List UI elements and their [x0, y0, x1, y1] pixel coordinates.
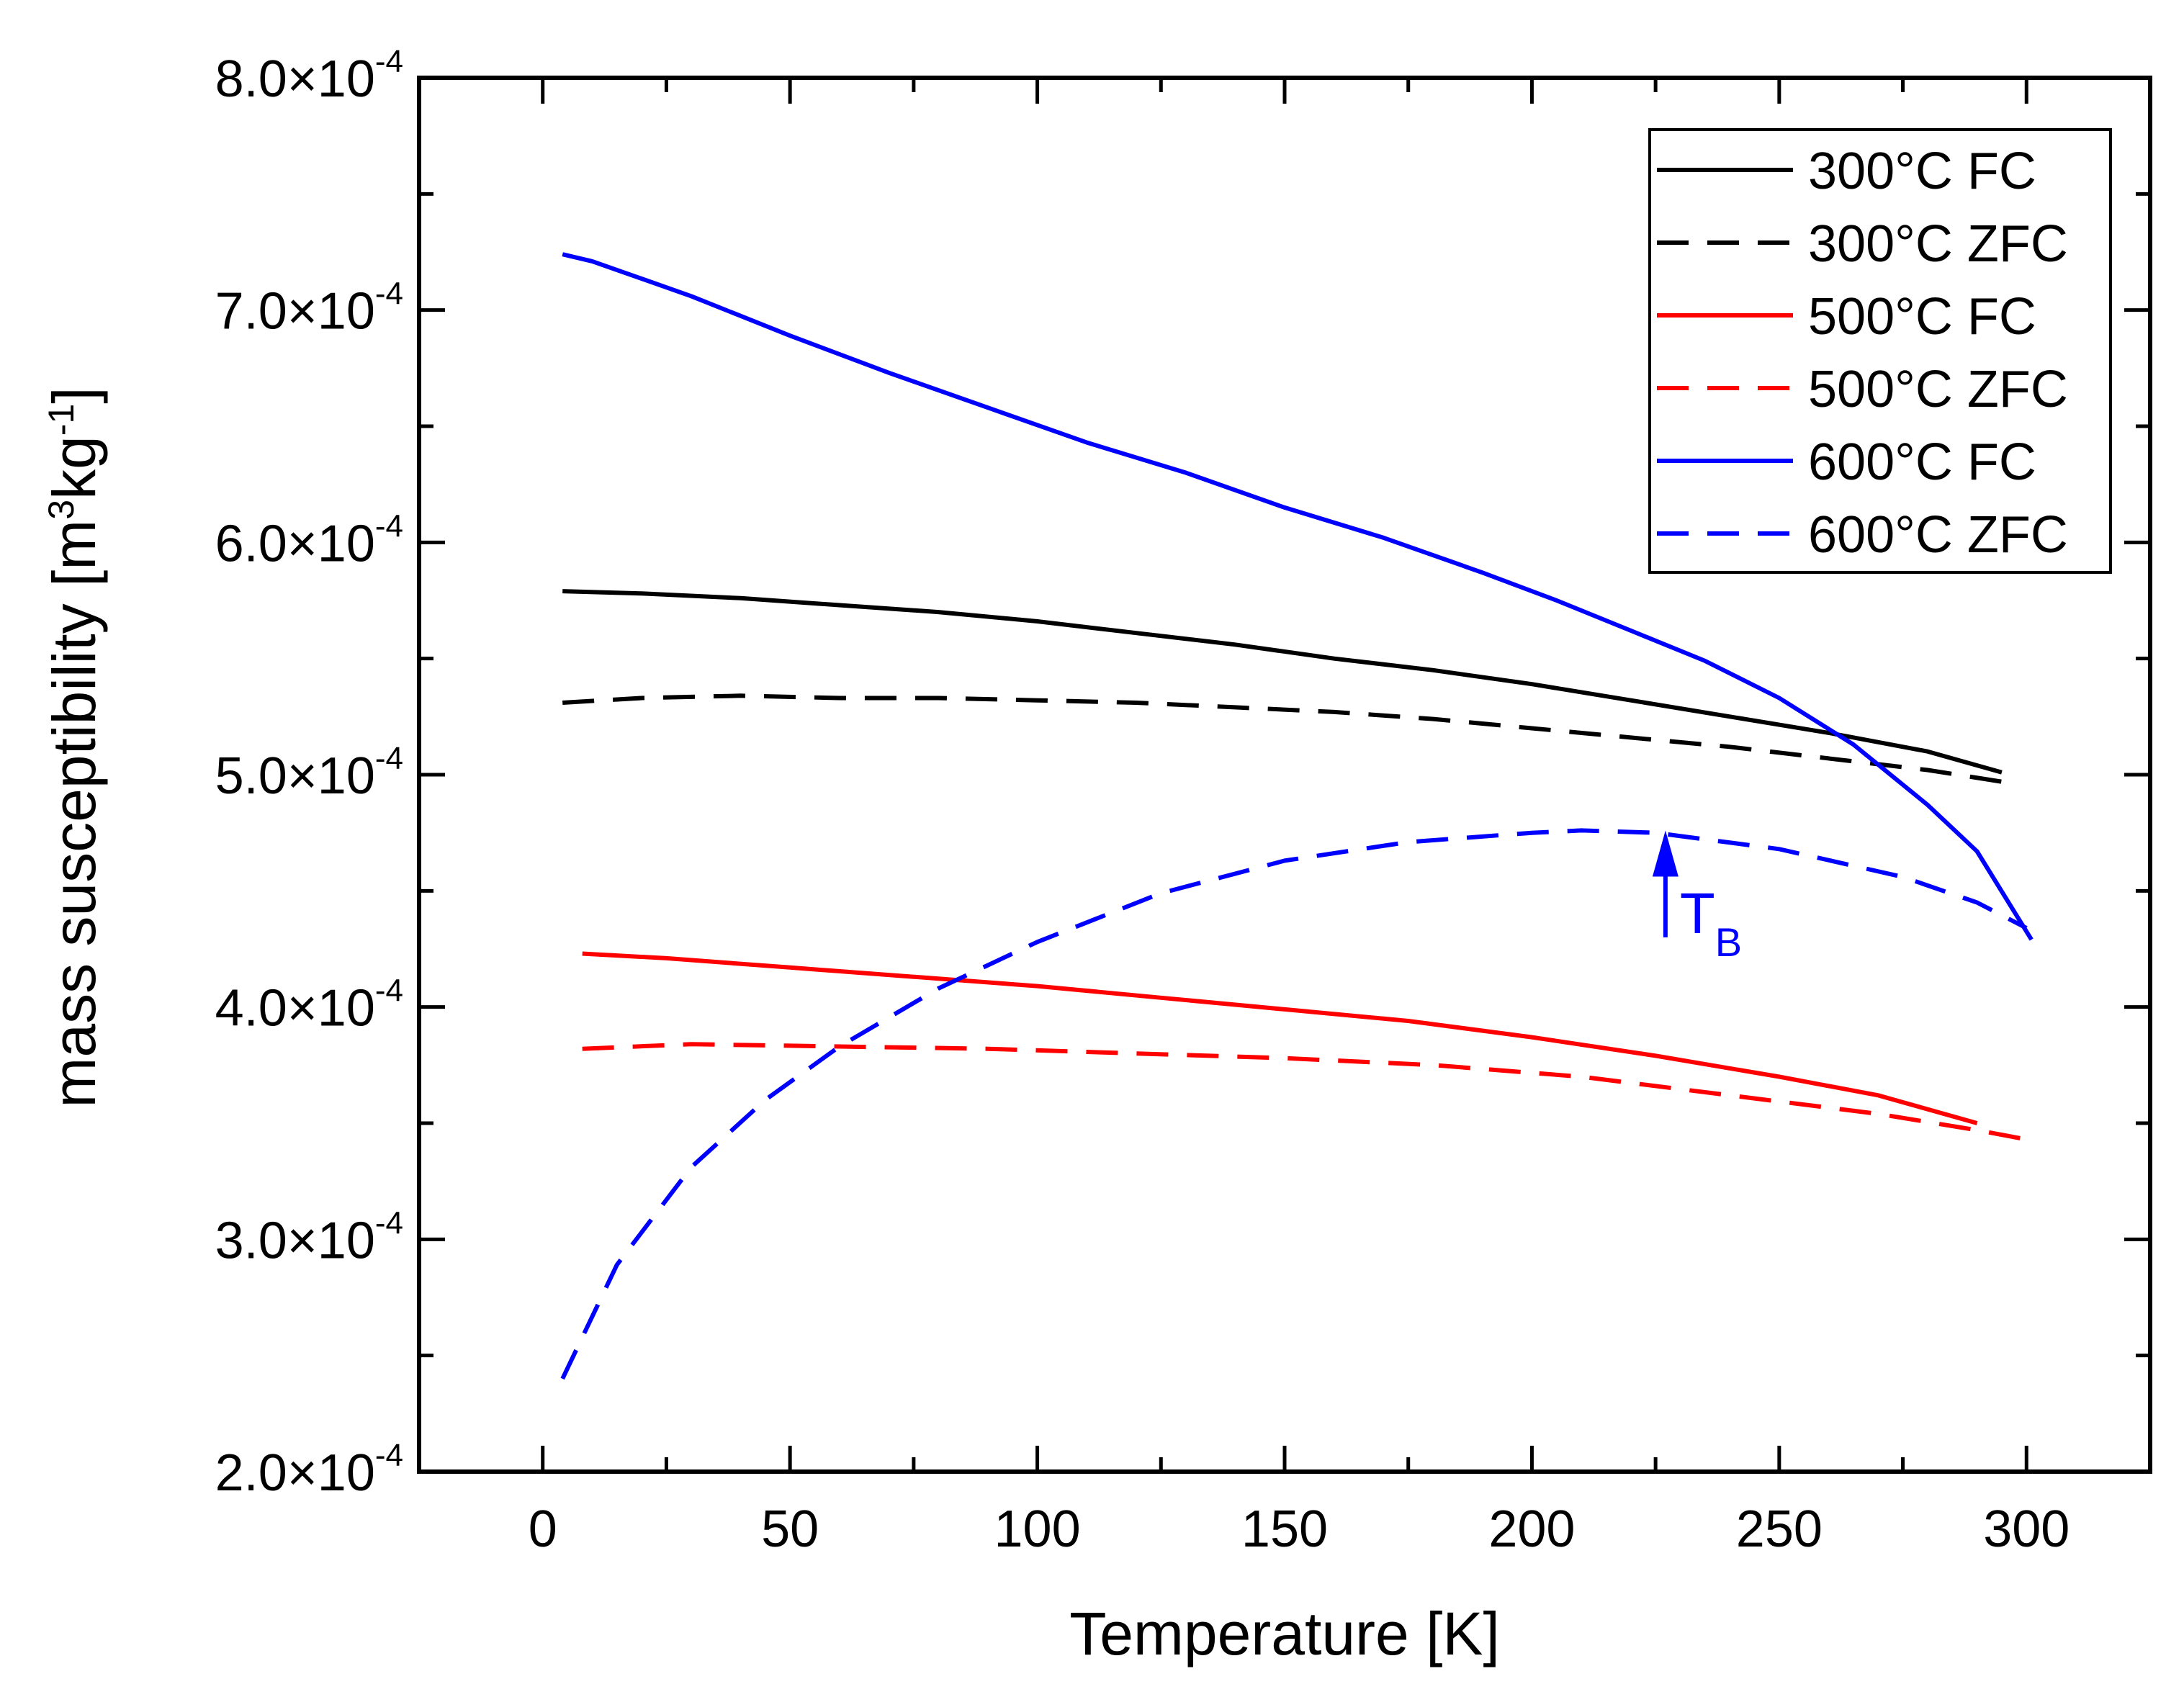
- y-tick-mantissa: 4.0×10: [215, 980, 375, 1037]
- y-tick-mantissa: 7.0×10: [215, 283, 375, 341]
- ticks-layer: [417, 76, 2152, 1474]
- x-tick-label: 300: [1983, 1500, 2070, 1558]
- y-tick-mantissa: 5.0×10: [215, 747, 375, 805]
- tb-label-sub: B: [1715, 919, 1742, 965]
- y-axis-title: mass susceptibility [m3kg-1]: [40, 387, 108, 1107]
- y-tick-label: 7.0×10-4: [215, 276, 403, 341]
- y-tick-exponent: -4: [375, 1438, 403, 1473]
- y-tick-labels: 2.0×10-43.0×10-44.0×10-45.0×10-46.0×10-4…: [215, 44, 403, 1502]
- y-tick-exponent: -4: [375, 44, 403, 79]
- legend-label-1: 300°C FC: [1808, 143, 2036, 200]
- x-tick-label: 250: [1736, 1500, 1823, 1558]
- legend: 300°C FC 300°C ZFC 500°C FC 500°C ZFC 600°C …: [1648, 128, 2112, 574]
- y-axis-title-sup1: 3: [41, 500, 81, 520]
- legend-label-2: 300°C ZFC: [1808, 215, 2068, 273]
- legend-label-6: 600°C ZFC: [1808, 506, 2068, 564]
- tb-label-main: T: [1680, 881, 1715, 945]
- y-tick-exponent: -4: [375, 508, 403, 544]
- tb-label: TB: [1680, 881, 1742, 965]
- x-tick-label: 100: [994, 1500, 1081, 1558]
- x-axis-title: Temperature [K]: [1069, 1600, 1500, 1667]
- y-tick-label: 8.0×10-4: [215, 44, 403, 108]
- y-tick-mantissa: 6.0×10: [215, 515, 375, 572]
- legend-label-4: 500°C ZFC: [1808, 361, 2068, 418]
- y-axis-title-post: ]: [40, 387, 108, 403]
- x-tick-label: 50: [761, 1500, 819, 1558]
- y-tick-exponent: -4: [375, 741, 403, 776]
- series-layer: [560, 252, 2034, 1380]
- x-tick-labels: 0 50 100 150 200 250 300: [529, 1500, 2070, 1558]
- y-tick-exponent: -4: [375, 276, 403, 312]
- y-tick-mantissa: 8.0×10: [215, 50, 375, 108]
- legend-label-3: 500°C FC: [1808, 288, 2036, 346]
- series-line-3: [582, 951, 1978, 1125]
- series-line-6: [560, 828, 2028, 1380]
- y-axis-title-sup2: -1: [41, 404, 81, 436]
- legend-label-5: 600°C FC: [1808, 433, 2036, 491]
- annotation-layer: TB: [1652, 830, 1742, 965]
- x-tick-label: 0: [529, 1500, 557, 1558]
- y-tick-label: 5.0×10-4: [215, 741, 403, 805]
- x-tick-label: 200: [1488, 1500, 1575, 1558]
- y-tick-mantissa: 2.0×10: [215, 1444, 375, 1502]
- legend-box: [1648, 128, 2112, 574]
- y-tick-label: 2.0×10-4: [215, 1438, 403, 1502]
- series-line-5: [562, 252, 2034, 941]
- y-tick-label: 6.0×10-4: [215, 508, 403, 572]
- tb-arrow-head: [1652, 830, 1679, 877]
- y-tick-exponent: -4: [375, 1205, 403, 1241]
- y-tick-mantissa: 3.0×10: [215, 1212, 375, 1269]
- x-tick-label: 150: [1241, 1500, 1328, 1558]
- y-axis-title-mid: kg: [40, 436, 108, 500]
- series-line-4: [582, 1042, 2027, 1142]
- series-line-2: [562, 693, 2003, 784]
- series-line-1: [562, 589, 2003, 775]
- y-tick-label: 3.0×10-4: [215, 1205, 403, 1269]
- y-tick-exponent: -4: [375, 973, 403, 1009]
- y-tick-label: 4.0×10-4: [215, 973, 403, 1037]
- y-axis-title-pre: mass susceptibility [m: [40, 520, 108, 1108]
